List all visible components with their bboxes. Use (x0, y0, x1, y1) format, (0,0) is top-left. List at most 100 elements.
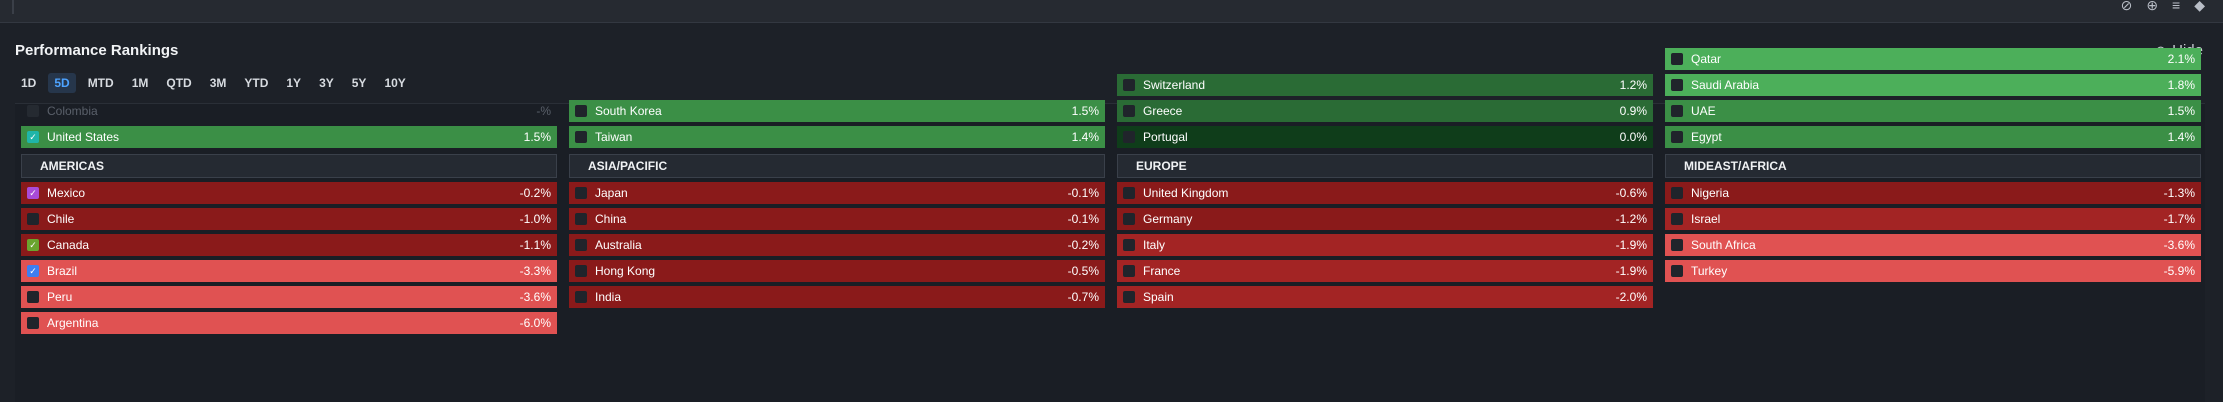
country-return: -1.2% (1615, 212, 1647, 226)
country-row[interactable]: ✓ Canada -1.1% (21, 234, 557, 256)
period-qtd[interactable]: QTD (166, 76, 192, 90)
region-header[interactable]: AMERICAS (21, 154, 557, 178)
country-return: -% (536, 104, 551, 118)
country-row[interactable]: France -1.9% (1117, 260, 1653, 282)
country-checkbox[interactable] (575, 105, 587, 117)
country-return: -0.7% (1067, 290, 1099, 304)
country-checkbox[interactable]: ✓ (27, 187, 39, 199)
country-checkbox[interactable] (575, 265, 587, 277)
country-row[interactable]: South Africa -3.6% (1665, 234, 2201, 256)
period-3m[interactable]: 3M (209, 76, 227, 90)
country-row[interactable]: UAE 1.5% (1665, 100, 2201, 122)
country-return: -5.9% (2163, 264, 2195, 278)
hide-chart-icon[interactable]: ⊘ (2120, 0, 2133, 13)
country-checkbox[interactable] (575, 291, 587, 303)
country-checkbox[interactable] (1671, 213, 1683, 225)
country-checkbox[interactable] (27, 291, 39, 303)
country-checkbox[interactable] (575, 187, 587, 199)
country-return: 1.5% (523, 130, 551, 144)
country-checkbox[interactable] (1123, 265, 1135, 277)
country-row[interactable]: Portugal 0.0% (1117, 126, 1653, 148)
region-europe: EUROPE Switzerland 1.2% Greece 0.9% Portugal 0… (1111, 74, 1653, 402)
country-checkbox[interactable] (1123, 239, 1135, 251)
country-row[interactable]: Chile -1.0% (21, 208, 557, 230)
period-1d[interactable]: 1D (21, 76, 37, 90)
country-checkbox[interactable] (27, 105, 39, 117)
country-return: -0.2% (519, 186, 551, 200)
period-5d[interactable]: 5D (48, 73, 76, 93)
region-header[interactable]: EUROPE (1117, 154, 1653, 178)
period-10y[interactable]: 10Y (384, 76, 406, 90)
country-checkbox[interactable] (1671, 187, 1683, 199)
country-checkbox[interactable] (1123, 131, 1135, 143)
country-checkbox[interactable] (1123, 105, 1135, 117)
country-row[interactable]: Spain -2.0% (1117, 286, 1653, 308)
country-checkbox[interactable] (1671, 265, 1683, 277)
country-row[interactable]: Greece 0.9% (1117, 100, 1653, 122)
country-row[interactable]: Saudi Arabia 1.8% (1665, 74, 2201, 96)
country-row[interactable]: Israel -1.7% (1665, 208, 2201, 230)
country-name: United Kingdom (1143, 186, 1229, 200)
country-return: 1.2% (1619, 78, 1647, 92)
period-1m[interactable]: 1M (131, 76, 149, 90)
country-row[interactable]: Turkey -5.9% (1665, 260, 2201, 282)
country-checkbox[interactable] (575, 131, 587, 143)
country-row[interactable]: India -0.7% (569, 286, 1105, 308)
region-header[interactable]: ASIA/PACIFIC (569, 154, 1105, 178)
country-row[interactable]: ✓ United States 1.5% (21, 126, 557, 148)
country-row[interactable]: Egypt 1.4% (1665, 126, 2201, 148)
period-1y[interactable]: 1Y (286, 76, 302, 90)
country-name: Mexico (47, 186, 86, 200)
country-return: -0.2% (1067, 238, 1099, 252)
country-return: -2.0% (1615, 290, 1647, 304)
country-row[interactable]: Peru -3.6% (21, 286, 557, 308)
country-row[interactable]: Argentina -6.0% (21, 312, 557, 334)
country-return: 1.5% (1071, 104, 1099, 118)
country-checkbox[interactable]: ✓ (27, 239, 39, 251)
period-5y[interactable]: 5Y (351, 76, 367, 90)
country-checkbox[interactable] (1671, 53, 1683, 65)
country-row[interactable]: Qatar 2.1% (1665, 48, 2201, 70)
country-row[interactable]: China -0.1% (569, 208, 1105, 230)
region-header[interactable]: MIDEAST/AFRICA (1665, 154, 2201, 178)
country-checkbox[interactable] (575, 213, 587, 225)
country-row[interactable]: Italy -1.9% (1117, 234, 1653, 256)
country-row[interactable]: Australia -0.2% (569, 234, 1105, 256)
country-row[interactable]: United Kingdom -0.6% (1117, 182, 1653, 204)
country-row[interactable]: ✓ Mexico -0.2% (21, 182, 557, 204)
country-return: -0.5% (1067, 264, 1099, 278)
country-row[interactable]: South Korea 1.5% (569, 100, 1105, 122)
period-ytd[interactable]: YTD (244, 76, 269, 90)
country-row[interactable]: Hong Kong -0.5% (569, 260, 1105, 282)
period-mtd[interactable]: MTD (87, 76, 114, 90)
country-row[interactable]: Germany -1.2% (1117, 208, 1653, 230)
period-3y[interactable]: 3Y (319, 76, 334, 90)
country-row[interactable]: Japan -0.1% (569, 182, 1105, 204)
country-checkbox[interactable] (1671, 131, 1683, 143)
country-return: -3.6% (519, 290, 551, 304)
country-checkbox[interactable]: ✓ (27, 265, 39, 277)
country-name: France (1143, 264, 1181, 278)
country-checkbox[interactable] (1671, 239, 1683, 251)
country-checkbox[interactable] (27, 213, 39, 225)
country-checkbox[interactable] (575, 239, 587, 251)
country-checkbox[interactable] (1123, 213, 1135, 225)
country-checkbox[interactable] (1671, 79, 1683, 91)
country-row[interactable]: Nigeria -1.3% (1665, 182, 2201, 204)
link-icon[interactable]: ⊕ (2146, 0, 2159, 13)
country-checkbox[interactable]: ✓ (27, 131, 39, 143)
country-row[interactable]: Switzerland 1.2% (1117, 74, 1653, 96)
country-name: China (595, 212, 627, 226)
settings-icon[interactable]: ◆ (2194, 0, 2205, 13)
country-return: -0.1% (1067, 212, 1099, 226)
country-return: 1.4% (1071, 130, 1099, 144)
country-checkbox[interactable] (1123, 291, 1135, 303)
country-row[interactable]: Taiwan 1.4% (569, 126, 1105, 148)
menu-icon[interactable]: ≡ (2172, 0, 2181, 13)
country-checkbox[interactable] (27, 317, 39, 329)
country-checkbox[interactable] (1123, 79, 1135, 91)
country-checkbox[interactable] (1123, 187, 1135, 199)
country-row[interactable]: Colombia -% (21, 100, 557, 122)
country-row[interactable]: ✓ Brazil -3.3% (21, 260, 557, 282)
country-checkbox[interactable] (1671, 105, 1683, 117)
